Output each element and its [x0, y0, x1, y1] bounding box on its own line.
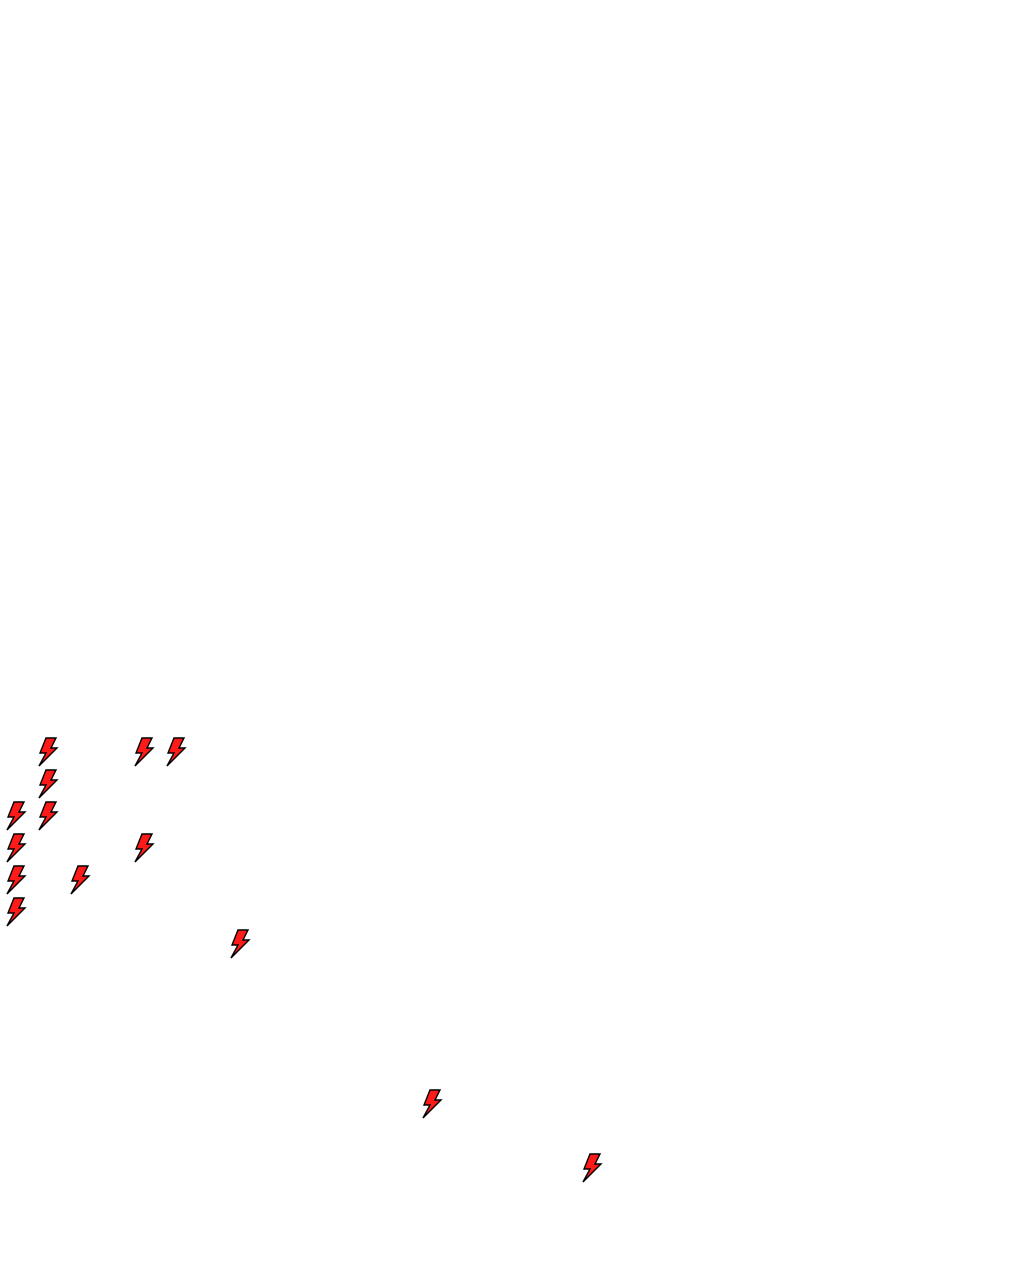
lightning-bolt-icon[interactable]: [32, 736, 64, 768]
lightning-bolt-icon[interactable]: [576, 1152, 608, 1184]
lightning-bolt-icon[interactable]: [128, 736, 160, 768]
lightning-bolt-icon[interactable]: [0, 896, 32, 928]
lightning-bolt-icon[interactable]: [160, 736, 192, 768]
lightning-bolt-icon[interactable]: [32, 768, 64, 800]
lightning-bolt-icon[interactable]: [32, 800, 64, 832]
lightning-bolt-icon[interactable]: [224, 928, 256, 960]
lightning-bolt-icon[interactable]: [128, 832, 160, 864]
lightning-bolt-icon[interactable]: [0, 800, 32, 832]
lightning-bolt-icon[interactable]: [0, 864, 32, 896]
lightning-bolt-icon[interactable]: [416, 1088, 448, 1120]
lightning-bolt-icon[interactable]: [0, 832, 32, 864]
lightning-bolt-icon[interactable]: [64, 864, 96, 896]
